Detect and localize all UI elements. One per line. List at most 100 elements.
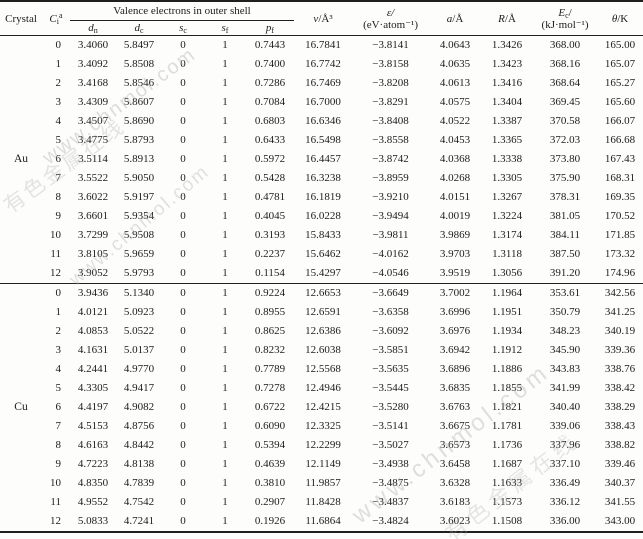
- cell-ci: 4: [55, 115, 62, 127]
- cell-dn: 3.5522: [77, 172, 109, 184]
- cell-dc: 5.0137: [123, 344, 155, 356]
- cell-bond-radius: 1.1821: [491, 401, 523, 413]
- cell-sc: 0: [180, 496, 186, 508]
- cell-dn: 4.6163: [77, 439, 109, 451]
- cell-volume: 12.1149: [305, 458, 341, 470]
- cell-ci: 8: [55, 191, 62, 203]
- cell-volume: 12.4946: [305, 382, 341, 394]
- crystal-label: Cu: [14, 401, 28, 413]
- cell-sc: 0: [180, 229, 186, 241]
- cell-lattice-constant: 3.6996: [439, 306, 471, 318]
- cell-dc: 4.9082: [123, 401, 155, 413]
- cell-cohesive-energy: 391.20: [549, 267, 581, 279]
- cell-sc: 0: [180, 267, 186, 279]
- table-row: 8 3.6022 5.9197 0 1 0.4781 16.1819 −3.92…: [0, 188, 643, 207]
- cell-energy: −3.4938: [372, 458, 409, 470]
- cell-volume: 12.6038: [305, 344, 341, 356]
- cell-sf: 1: [222, 496, 228, 508]
- table-row: 12 3.9052 5.9793 0 1 0.1154 15.4297 −4.0…: [0, 264, 643, 284]
- header-energy: ε/(eV·atom⁻¹): [363, 6, 418, 31]
- cell-cohesive-energy: 387.50: [549, 248, 581, 260]
- cell-dc: 5.9050: [123, 172, 155, 184]
- table-row: 4 3.4507 5.8690 0 1 0.6803 16.6346 −3.84…: [0, 112, 643, 131]
- cell-lattice-constant: 4.0268: [439, 172, 471, 184]
- cell-dc: 5.0923: [123, 306, 155, 318]
- cell-ci: 12: [50, 515, 61, 527]
- cell-debye-temperature: 169.35: [604, 191, 636, 203]
- cell-pf: 0.5394: [254, 439, 286, 451]
- cell-bond-radius: 1.3224: [491, 210, 523, 222]
- cell-dn: 3.4092: [77, 58, 109, 70]
- cell-ci: 7: [55, 420, 62, 432]
- table-row: 1 4.0121 5.0923 0 1 0.8955 12.6591 −3.63…: [0, 303, 643, 322]
- cell-energy: −3.8141: [372, 39, 409, 51]
- cell-sf: 1: [222, 134, 228, 146]
- header-dc: dc: [134, 22, 144, 35]
- cell-debye-temperature: 338.82: [604, 439, 636, 451]
- cell-energy: −3.8291: [372, 96, 409, 108]
- cell-sc: 0: [180, 439, 186, 451]
- cell-dc: 4.8442: [123, 439, 155, 451]
- cell-dc: 4.7839: [123, 477, 155, 489]
- cell-volume: 12.6653: [305, 287, 341, 299]
- cell-pf: 0.1926: [254, 515, 286, 527]
- cell-bond-radius: 1.1912: [491, 344, 523, 356]
- cell-sc: 0: [180, 191, 186, 203]
- cell-pf: 0.3193: [254, 229, 286, 241]
- cell-debye-temperature: 165.07: [604, 58, 636, 70]
- cell-lattice-constant: 3.7002: [439, 287, 471, 299]
- header-sc: sc: [179, 22, 187, 35]
- header-debye-temperature: θ/K: [611, 12, 629, 25]
- cell-cohesive-energy: 368.64: [549, 77, 581, 89]
- cell-energy: −3.8208: [372, 77, 409, 89]
- cell-energy: −4.0162: [372, 248, 409, 260]
- cell-debye-temperature: 340.19: [604, 325, 636, 337]
- cell-dc: 4.9417: [123, 382, 155, 394]
- cell-lattice-constant: 3.6023: [439, 515, 471, 527]
- cell-cohesive-energy: 381.05: [549, 210, 581, 222]
- table-row: 2 3.4168 5.8546 0 1 0.7286 16.7469 −3.82…: [0, 74, 643, 93]
- cell-dn: 4.1631: [77, 344, 109, 356]
- cell-ci: 8: [55, 439, 62, 451]
- cell-bond-radius: 1.3423: [491, 58, 523, 70]
- cell-energy: −3.9494: [372, 210, 409, 222]
- cell-energy: −3.8959: [372, 172, 409, 184]
- header-crystal: Crystal: [5, 12, 37, 25]
- header-pf: pf: [265, 22, 275, 35]
- cell-pf: 0.6803: [254, 115, 286, 127]
- cell-lattice-constant: 3.6573: [439, 439, 471, 451]
- cell-sf: 1: [222, 287, 228, 299]
- cell-sf: 1: [222, 306, 228, 318]
- cell-bond-radius: 1.1964: [491, 287, 523, 299]
- cell-dn: 4.4197: [77, 401, 109, 413]
- cell-bond-radius: 1.1633: [491, 477, 523, 489]
- cell-bond-radius: 1.1573: [491, 496, 523, 508]
- cell-energy: −3.9811: [372, 229, 409, 241]
- cell-bond-radius: 1.1886: [491, 363, 523, 375]
- cell-debye-temperature: 166.07: [604, 115, 636, 127]
- cell-pf: 0.7084: [254, 96, 286, 108]
- cell-sf: 1: [222, 267, 228, 279]
- cell-bond-radius: 1.3365: [491, 134, 523, 146]
- cell-volume: 16.7742: [305, 58, 341, 70]
- table-row: 2 4.0853 5.0522 0 1 0.8625 12.6386 −3.60…: [0, 322, 643, 341]
- cell-volume: 12.6591: [305, 306, 341, 318]
- cell-dn: 3.4507: [77, 115, 109, 127]
- cell-volume: 16.7841: [305, 39, 341, 51]
- cell-sf: 1: [222, 382, 228, 394]
- cell-cohesive-energy: 369.45: [549, 96, 581, 108]
- cell-ci: 7: [55, 172, 62, 184]
- cell-bond-radius: 1.3387: [491, 115, 523, 127]
- cell-dn: 4.2441: [77, 363, 109, 375]
- cell-sc: 0: [180, 248, 186, 260]
- cell-bond-radius: 1.1508: [491, 515, 523, 527]
- cell-bond-radius: 1.3305: [491, 172, 523, 184]
- cell-volume: 16.3238: [305, 172, 341, 184]
- cell-ci: 9: [55, 458, 62, 470]
- cell-sf: 1: [222, 401, 228, 413]
- cell-bond-radius: 1.3174: [491, 229, 523, 241]
- cell-debye-temperature: 339.36: [604, 344, 636, 356]
- cell-energy: −4.0546: [372, 267, 409, 279]
- cell-bond-radius: 1.1934: [491, 325, 523, 337]
- cell-dc: 5.9197: [123, 191, 155, 203]
